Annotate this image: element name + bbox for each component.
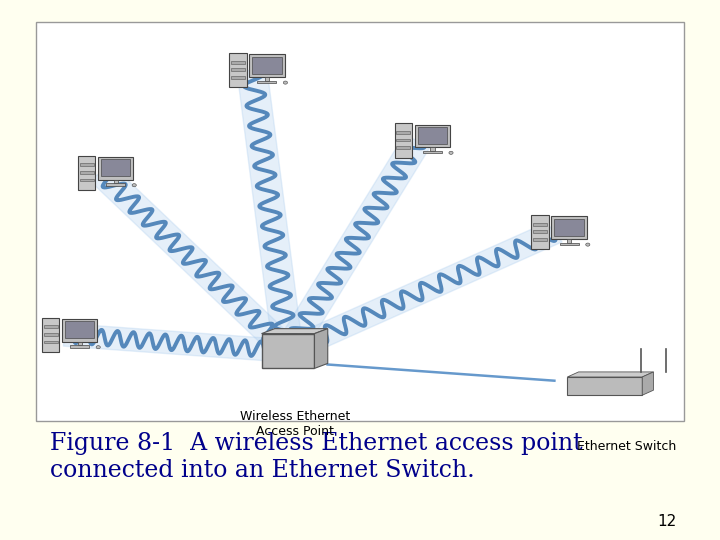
Bar	[397, 131, 410, 134]
Bar	[552, 217, 587, 239]
Polygon shape	[63, 323, 289, 362]
Bar	[44, 341, 58, 343]
Polygon shape	[315, 329, 328, 368]
Bar	[395, 123, 412, 158]
Text: Wireless Ethernet
Access Point: Wireless Ethernet Access Point	[240, 410, 351, 438]
Bar	[418, 127, 447, 144]
Polygon shape	[274, 136, 431, 356]
Bar	[531, 215, 549, 249]
Bar	[36, 22, 684, 421]
Bar	[114, 180, 117, 183]
Bar	[101, 159, 130, 176]
Bar	[65, 321, 94, 338]
Bar	[534, 223, 547, 226]
Bar	[397, 146, 410, 149]
Bar	[231, 69, 245, 71]
Bar	[534, 238, 547, 241]
Bar	[397, 139, 410, 141]
Circle shape	[132, 184, 136, 187]
Polygon shape	[280, 222, 562, 361]
Circle shape	[449, 151, 453, 154]
Bar	[62, 319, 97, 342]
Polygon shape	[567, 372, 654, 377]
Bar	[42, 318, 59, 352]
Bar	[229, 53, 246, 87]
Bar	[554, 219, 584, 235]
Text: Ethernet Switch: Ethernet Switch	[577, 440, 676, 453]
Bar	[78, 342, 81, 345]
Polygon shape	[89, 166, 300, 358]
Bar	[231, 61, 245, 64]
Bar	[231, 76, 245, 79]
Bar	[44, 333, 58, 336]
Bar	[415, 125, 450, 147]
Bar	[80, 179, 94, 181]
Polygon shape	[261, 329, 328, 334]
Bar	[80, 164, 94, 166]
Circle shape	[96, 346, 100, 349]
Circle shape	[586, 243, 590, 246]
Bar	[249, 55, 284, 77]
Polygon shape	[642, 372, 654, 395]
Polygon shape	[237, 69, 303, 352]
Bar	[265, 77, 269, 80]
Bar	[252, 57, 282, 73]
Text: 12: 12	[657, 514, 677, 529]
Bar	[261, 334, 315, 368]
Bar	[107, 183, 125, 186]
Bar	[258, 80, 276, 83]
Bar	[78, 156, 95, 190]
Bar	[560, 242, 579, 245]
Bar	[80, 171, 94, 174]
Bar	[431, 147, 434, 151]
Circle shape	[283, 81, 287, 84]
Bar	[98, 157, 133, 180]
Bar	[71, 345, 89, 348]
Bar	[567, 239, 571, 242]
Bar	[44, 326, 58, 328]
Bar	[423, 151, 442, 153]
Bar	[534, 231, 547, 233]
Text: Figure 8-1  A wireless Ethernet access point
connected into an Ethernet Switch.: Figure 8-1 A wireless Ethernet access po…	[50, 432, 583, 482]
Bar	[567, 377, 642, 395]
